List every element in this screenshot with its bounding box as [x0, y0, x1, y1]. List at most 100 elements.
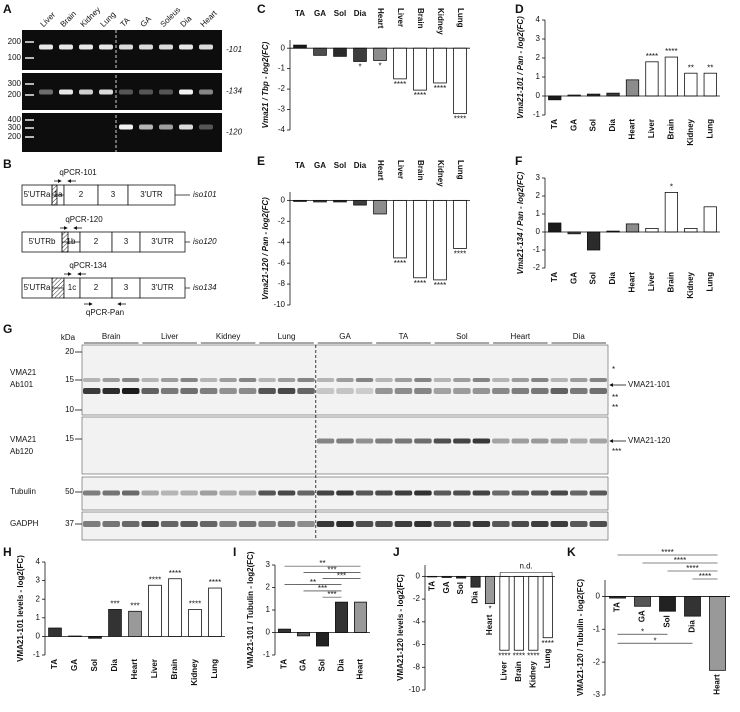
bar — [625, 223, 640, 233]
x-tick-label: Kidney — [528, 661, 537, 688]
blot-band — [82, 378, 101, 382]
x-tick-label: Lung — [543, 649, 552, 669]
y-tick-label: -2 — [533, 263, 541, 272]
significance-label: **** — [394, 80, 406, 89]
band-annotation: * — [612, 365, 615, 374]
x-tick-label: Liver — [647, 119, 656, 138]
blot-band — [472, 490, 491, 496]
y-tick-label: -1 — [263, 650, 271, 659]
bar — [703, 206, 717, 233]
blot-band — [433, 521, 452, 527]
bar — [148, 584, 162, 637]
blot-band — [433, 490, 452, 496]
blot-band — [531, 438, 549, 444]
x-tick-label: Heart — [356, 659, 365, 680]
significance-label: **** — [498, 651, 510, 660]
y-tick-label: 0 — [596, 592, 601, 601]
blot-band — [511, 521, 530, 527]
bar — [335, 601, 348, 633]
blot-band — [550, 490, 569, 496]
exon-label: 3 — [124, 237, 129, 246]
exon-label: 1c — [68, 283, 76, 292]
blot-band — [550, 438, 569, 444]
bar — [373, 47, 387, 61]
bar — [354, 601, 367, 633]
y-axis-label: VMA21-101 levels - log2(FC) — [16, 555, 25, 662]
blot-band — [141, 490, 159, 496]
blot-band — [355, 521, 374, 527]
y-tick-label: 2 — [36, 594, 41, 603]
marker-label: 200 — [8, 37, 22, 46]
y-tick-label: -6 — [413, 640, 421, 649]
blot-band — [316, 490, 335, 496]
x-tick-label: Brain — [416, 160, 425, 181]
x-tick-label: Heart — [376, 160, 385, 181]
blot-band — [160, 388, 179, 394]
bar — [513, 575, 524, 651]
row-label: VMA21 — [10, 435, 37, 444]
y-tick-label: -3 — [593, 690, 601, 699]
blot-band — [550, 388, 569, 394]
primer-label: qPCR-120 — [65, 215, 103, 224]
blot-band — [394, 378, 413, 382]
row-label: -120 — [226, 128, 243, 137]
significance-label: **** — [414, 91, 426, 100]
bar — [188, 609, 202, 637]
blot-band — [511, 388, 530, 394]
bar — [373, 199, 387, 215]
x-tick-label: Heart — [130, 659, 139, 680]
comparison-label: **** — [661, 548, 673, 557]
blot-band — [511, 378, 530, 382]
y-tick-label: -2 — [278, 216, 286, 225]
bar — [453, 47, 467, 115]
marker-label: 400 — [8, 115, 22, 124]
ladder-band — [25, 41, 34, 43]
bar — [433, 199, 447, 281]
y-tick-label: -10 — [273, 300, 285, 309]
x-tick-label: Liver — [396, 160, 405, 179]
blot-band — [414, 378, 432, 382]
bar — [548, 222, 562, 233]
x-tick-label: Sol — [589, 119, 598, 131]
significance-label: **** — [434, 281, 446, 290]
exon-label: 5'UTRa — [24, 283, 51, 292]
blot-band — [589, 388, 608, 394]
blot-band — [180, 521, 198, 527]
comparison-label: *** — [327, 565, 336, 574]
significance-label: **** — [665, 47, 677, 56]
exon — [139, 231, 186, 253]
gel-band — [119, 44, 133, 50]
blot-band — [316, 521, 335, 527]
x-tick-label: Heart — [713, 674, 722, 695]
significance-label: * — [670, 183, 673, 192]
x-tick-label: TA — [280, 659, 289, 669]
panel-letter: H — [3, 545, 12, 559]
primer-label: qPCR-101 — [59, 168, 97, 177]
x-tick-label: Kidney — [686, 118, 695, 145]
x-tick-label: TA — [295, 161, 305, 170]
marker-label: 37 — [65, 519, 74, 528]
significance-label: **** — [209, 578, 221, 587]
marker-label: 20 — [65, 347, 74, 356]
bar — [393, 47, 407, 80]
exon-label: 3 — [124, 283, 129, 292]
ladder-band — [25, 57, 34, 59]
y-axis-label: Vma21-134 / Pan - log2(FC) — [516, 171, 525, 274]
blot-band — [199, 490, 218, 496]
ladder-band — [25, 136, 34, 138]
blot-band — [219, 378, 237, 382]
blot-band — [336, 388, 354, 394]
blot-band — [589, 521, 608, 527]
isoform-name: iso120 — [193, 237, 217, 246]
row-label: -134 — [226, 87, 243, 96]
comparison-label: **** — [674, 556, 686, 565]
blot-band — [472, 521, 491, 527]
comparison-label: * — [641, 627, 644, 636]
blot-band — [258, 378, 276, 382]
blot-band — [219, 521, 237, 527]
x-tick-label: GA — [314, 9, 326, 18]
comparison-label: *** — [327, 590, 336, 599]
blot-band — [258, 490, 276, 496]
comparison-label: *** — [318, 584, 327, 593]
blot-band — [258, 521, 276, 527]
